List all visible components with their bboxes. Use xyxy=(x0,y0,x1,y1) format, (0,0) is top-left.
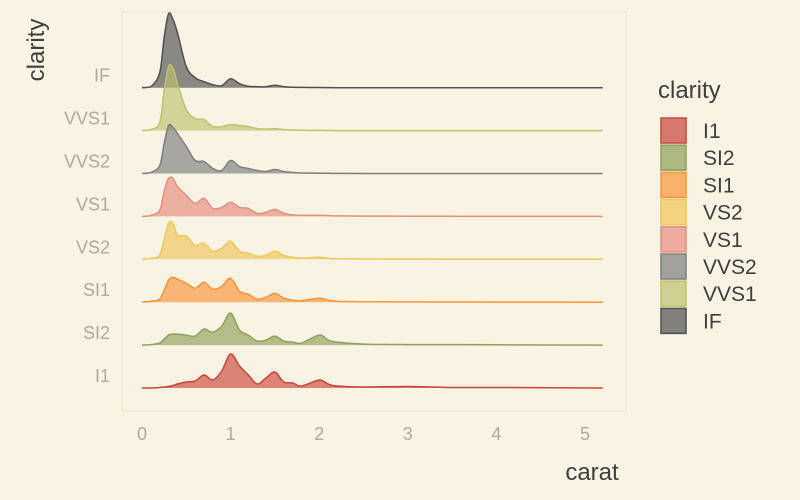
x-tick-label: 3 xyxy=(403,424,413,444)
x-tick-labels: 0 1 2 3 4 5 xyxy=(137,424,590,444)
ridge-fill xyxy=(142,313,603,346)
ridge-line xyxy=(141,276,603,303)
legend-key xyxy=(660,198,687,226)
plot-panel xyxy=(121,11,627,412)
ridge-fill xyxy=(142,221,603,260)
legend-label: IF xyxy=(703,310,722,333)
ridge-fill xyxy=(142,177,603,217)
ridge-line xyxy=(141,12,603,89)
y-tick-VVS2: VVS2 xyxy=(64,152,110,172)
legend-key xyxy=(660,226,687,253)
ridge-VS2 xyxy=(141,220,603,261)
x-axis-label: carat xyxy=(565,459,619,486)
y-tick-IF: IF xyxy=(94,66,110,86)
ridge-VS1 xyxy=(141,176,603,218)
legend-item-SI1: SI1 xyxy=(660,171,735,199)
ridge-line xyxy=(141,353,603,389)
legend-item-VVS1: VVS1 xyxy=(660,280,757,307)
x-tick-label: 4 xyxy=(491,424,501,444)
ridge-VVS2 xyxy=(141,123,603,175)
legend-item-VS1: VS1 xyxy=(660,226,743,253)
y-tick-VS1: VS1 xyxy=(76,194,110,214)
legend-label: VVS2 xyxy=(703,256,757,279)
legend-item-I1: I1 xyxy=(660,117,721,144)
ridge-line xyxy=(141,64,603,132)
ridge-fill xyxy=(142,12,603,88)
ridge-fill xyxy=(142,64,603,131)
ridge-line xyxy=(141,312,603,346)
legend-label: I1 xyxy=(703,120,721,143)
legend-title: clarity xyxy=(658,77,721,104)
legend-label: SI1 xyxy=(703,174,735,197)
y-tick-I1: I1 xyxy=(95,366,110,386)
legend-key xyxy=(660,117,687,144)
y-tick-labels: IF VVS1 VVS2 VS1 VS2 SI1 SI2 I1 xyxy=(64,66,110,386)
y-axis-label: clarity xyxy=(23,19,50,82)
ridge-VVS1 xyxy=(141,64,603,132)
ridge-line xyxy=(141,123,603,175)
y-tick-SI1: SI1 xyxy=(83,280,110,300)
legend-item-IF: IF xyxy=(660,307,722,335)
ridges xyxy=(141,12,603,389)
ridge-fill xyxy=(142,353,603,388)
legend-key xyxy=(660,280,687,307)
legend-item-SI2: SI2 xyxy=(660,144,735,171)
ridge-IF xyxy=(141,12,603,89)
legend-key xyxy=(660,171,687,199)
ridge-line xyxy=(141,176,603,218)
ridge-SI2 xyxy=(141,312,603,346)
legend-key xyxy=(660,144,687,171)
x-tick-label: 1 xyxy=(226,424,236,444)
ridge-fill xyxy=(142,277,603,303)
x-tick-label: 5 xyxy=(580,424,590,444)
legend: clarity I1 SI2 SI1 VS2 VS1 VVS2 VVS1 IF xyxy=(658,77,757,335)
legend-key xyxy=(660,307,687,335)
legend-item-VVS2: VVS2 xyxy=(660,253,757,280)
ridge-line xyxy=(141,220,603,261)
x-tick-label: 0 xyxy=(137,424,147,444)
legend-label: SI2 xyxy=(703,147,735,170)
y-tick-VVS1: VVS1 xyxy=(64,109,110,129)
y-tick-SI2: SI2 xyxy=(83,323,110,343)
ridge-I1 xyxy=(141,353,603,389)
legend-label: VS1 xyxy=(703,229,743,252)
ridge-SI1 xyxy=(141,276,603,303)
legend-key xyxy=(660,253,687,280)
legend-label: VVS1 xyxy=(703,283,757,306)
x-tick-label: 2 xyxy=(314,424,324,444)
legend-label: VS2 xyxy=(703,202,743,225)
legend-item-VS2: VS2 xyxy=(660,198,743,226)
ridge-fill xyxy=(142,124,603,174)
y-tick-VS2: VS2 xyxy=(76,237,110,257)
